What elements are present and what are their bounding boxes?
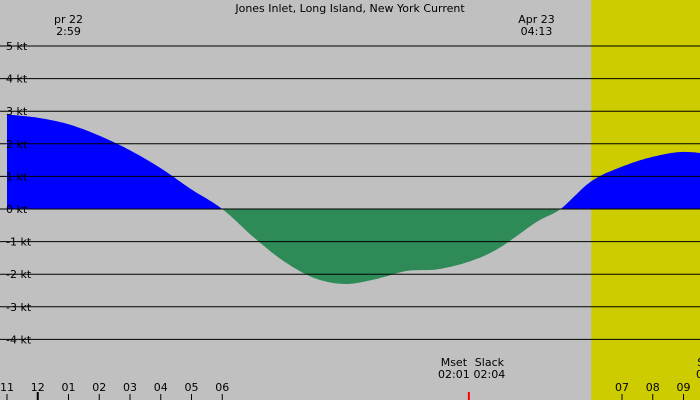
event-markers bbox=[36, 392, 470, 400]
y-tick-label: 5 kt bbox=[6, 40, 28, 53]
x-tick-label: 06 bbox=[215, 381, 229, 394]
x-tick-label: 01 bbox=[62, 381, 76, 394]
x-tick-label: 12 bbox=[31, 381, 45, 394]
event-marker bbox=[467, 392, 470, 400]
y-tick-label: 4 kt bbox=[6, 73, 28, 86]
x-tick-label: 09 bbox=[677, 381, 691, 394]
bottom-event-time: 02:01 bbox=[438, 368, 470, 381]
x-axis-tick-labels: 1112010203040506070809101112010203040506… bbox=[0, 381, 691, 400]
gridlines bbox=[0, 45, 700, 340]
y-tick-label: 1 kt bbox=[6, 170, 28, 183]
top-event-time: 04:13 bbox=[521, 25, 553, 38]
bottom-event-label: Mset bbox=[441, 356, 468, 369]
x-tick-label: 08 bbox=[646, 381, 660, 394]
top-event-time: 2:59 bbox=[56, 25, 81, 38]
bottom-event-label: Slack bbox=[697, 356, 700, 369]
current-areas bbox=[7, 114, 700, 284]
bottom-event-label: Slack bbox=[475, 356, 505, 369]
y-tick-label: -3 kt bbox=[6, 301, 32, 314]
flood-area bbox=[7, 114, 700, 209]
top-event-date: pr 22 bbox=[54, 13, 83, 26]
x-tick-label: 02 bbox=[92, 381, 106, 394]
bottom-event-time: 02:04 bbox=[474, 368, 506, 381]
top-event-date: Apr 23 bbox=[518, 13, 555, 26]
bottom-event-labels: Mset02:01Slack02:04Slack09:55Mrise11:20S… bbox=[438, 356, 700, 381]
x-tick-label: 05 bbox=[185, 381, 199, 394]
x-tick-label: 03 bbox=[123, 381, 137, 394]
event-marker bbox=[36, 392, 39, 400]
x-tick-label: 07 bbox=[615, 381, 629, 394]
x-tick-label: 04 bbox=[154, 381, 168, 394]
y-tick-label: -2 kt bbox=[6, 268, 32, 281]
x-tick-label: 11 bbox=[0, 381, 14, 394]
bottom-event-time: 09:55 bbox=[696, 368, 700, 381]
y-axis-labels: 5 kt 4 kt 3 kt 2 kt 1 kt 0 kt -1 kt -2 kt -3 kt -… bbox=[6, 40, 32, 346]
y-tick-label: -4 kt bbox=[6, 333, 32, 346]
ebb-area bbox=[7, 209, 700, 284]
y-tick-label: 0 kt bbox=[6, 203, 28, 216]
y-tick-label: -1 kt bbox=[6, 236, 32, 249]
y-tick-label: 2 kt bbox=[6, 138, 28, 151]
chart-title: Jones Inlet, Long Island, New York Curre… bbox=[234, 2, 465, 15]
y-tick-label: 3 kt bbox=[6, 105, 28, 118]
